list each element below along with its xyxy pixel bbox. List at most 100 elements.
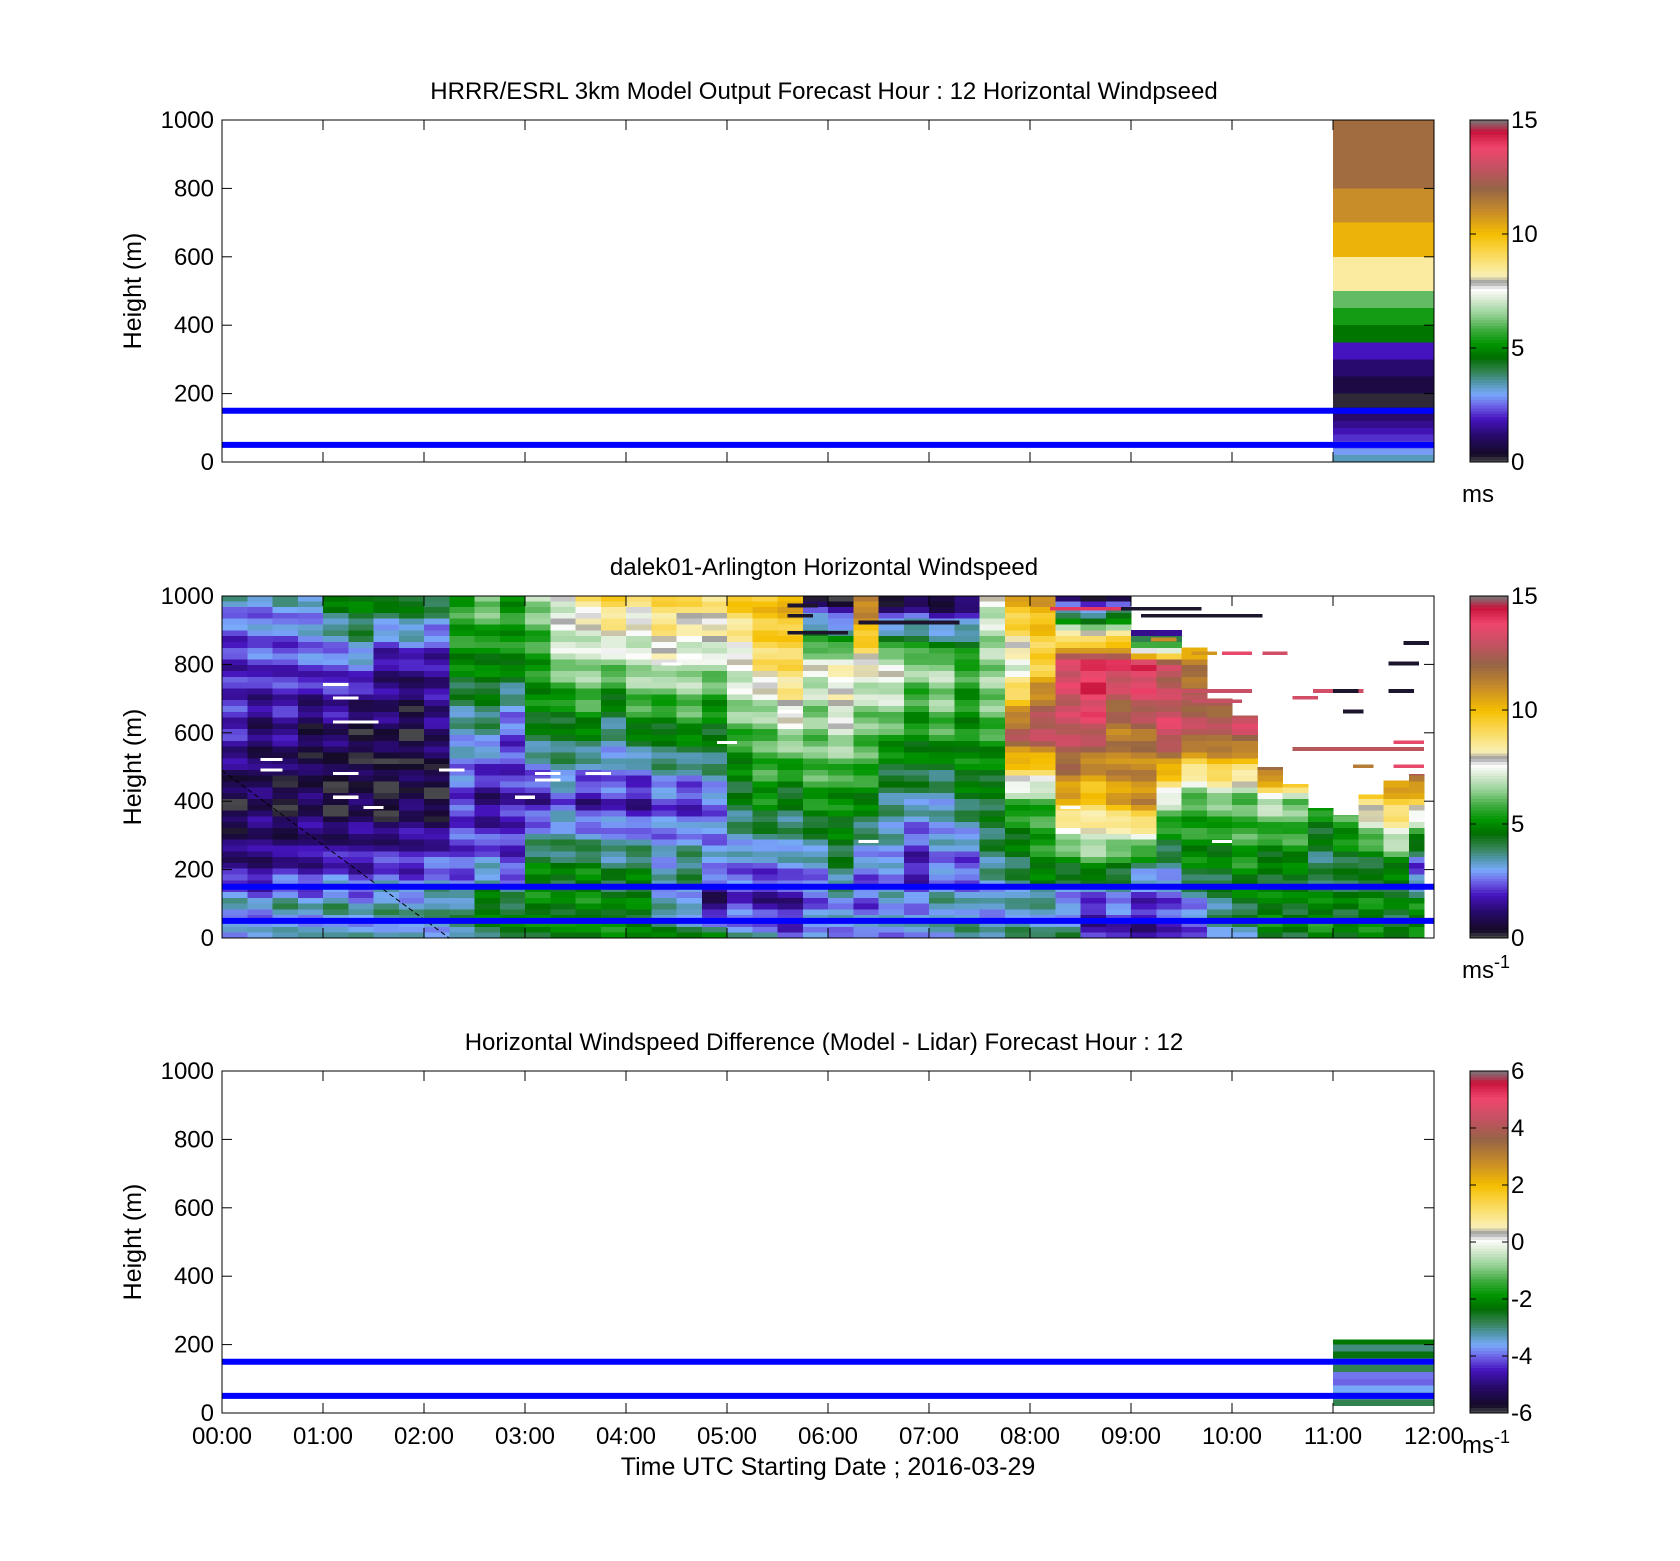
data-cell bbox=[247, 717, 273, 724]
data-cell bbox=[398, 815, 425, 823]
data-cell bbox=[398, 699, 425, 706]
data-cell bbox=[802, 862, 829, 869]
data-cell bbox=[272, 932, 299, 938]
data-cell bbox=[1333, 815, 1359, 823]
data-cell bbox=[752, 751, 778, 759]
colorbar-step bbox=[1470, 316, 1508, 321]
data-cell bbox=[348, 792, 374, 799]
colorbar-step bbox=[1470, 379, 1508, 383]
data-cell bbox=[1282, 792, 1309, 799]
model-cell bbox=[1333, 420, 1434, 428]
data-cell bbox=[701, 600, 728, 608]
data-cell bbox=[348, 862, 374, 869]
data-cell bbox=[676, 687, 703, 695]
data-cell bbox=[424, 722, 450, 730]
data-cell bbox=[499, 781, 526, 788]
data-cell bbox=[1105, 705, 1132, 712]
data-cell bbox=[398, 810, 425, 817]
data-segment bbox=[1403, 641, 1429, 645]
data-cell bbox=[1156, 734, 1182, 741]
data-cell bbox=[676, 653, 703, 660]
data-cell bbox=[878, 658, 905, 666]
colorbar-step bbox=[1470, 1273, 1508, 1277]
data-cell bbox=[449, 641, 475, 648]
data-cell bbox=[600, 804, 627, 811]
data-cell bbox=[1030, 815, 1056, 823]
data-cell bbox=[222, 676, 248, 683]
data-cell bbox=[525, 932, 551, 938]
data-cell bbox=[878, 879, 905, 887]
colorbar-step bbox=[1470, 137, 1508, 141]
data-cell bbox=[676, 647, 703, 654]
colorbar-step bbox=[1470, 781, 1508, 785]
data-cell bbox=[1055, 874, 1081, 881]
data-cell bbox=[954, 641, 980, 648]
data-cell bbox=[1408, 932, 1425, 938]
colorbar-step bbox=[1470, 430, 1508, 435]
data-cell bbox=[777, 653, 804, 660]
data-cell bbox=[1333, 850, 1359, 858]
colorbar-step bbox=[1470, 1293, 1508, 1297]
data-cell bbox=[1282, 868, 1309, 875]
data-cell bbox=[903, 792, 930, 799]
data-cell bbox=[828, 606, 854, 613]
data-cell bbox=[449, 600, 475, 608]
data-cell bbox=[1004, 856, 1031, 863]
data-cell bbox=[1055, 600, 1081, 608]
data-cell bbox=[903, 769, 930, 776]
data-cell bbox=[1307, 897, 1334, 904]
data-cell bbox=[777, 874, 804, 881]
colorbar-step bbox=[1470, 1145, 1508, 1149]
data-cell bbox=[954, 850, 980, 858]
data-cell bbox=[222, 596, 248, 602]
data-cell bbox=[853, 850, 879, 858]
data-cell bbox=[1358, 908, 1384, 916]
data-cell bbox=[651, 932, 677, 938]
colorbar-step bbox=[1470, 444, 1508, 449]
data-cell bbox=[297, 682, 324, 689]
data-cell bbox=[828, 792, 854, 799]
data-cell bbox=[297, 624, 324, 631]
data-cell bbox=[398, 641, 425, 648]
data-cell bbox=[1080, 693, 1107, 701]
data-cell bbox=[828, 839, 854, 846]
data-cell bbox=[1030, 676, 1056, 683]
data-cell bbox=[727, 844, 753, 852]
data-cell bbox=[398, 635, 425, 642]
data-cell bbox=[853, 786, 879, 794]
colorbar-step bbox=[1470, 618, 1508, 623]
data-cell bbox=[247, 687, 273, 695]
colorbar-step bbox=[1470, 1224, 1508, 1229]
missing-data bbox=[439, 768, 465, 772]
data-cell bbox=[853, 908, 879, 916]
data-cell bbox=[550, 670, 576, 677]
data-cell bbox=[550, 763, 576, 770]
colorbar-step bbox=[1470, 1227, 1508, 1232]
colorbar-step bbox=[1470, 792, 1508, 797]
colorbar-step bbox=[1470, 738, 1508, 742]
colorbar-step bbox=[1470, 1105, 1508, 1109]
colorbar-tick-label: -2 bbox=[1511, 1286, 1532, 1313]
data-cell bbox=[979, 763, 1006, 770]
data-cell bbox=[878, 781, 905, 788]
data-cell bbox=[272, 856, 299, 863]
data-cell bbox=[550, 903, 576, 910]
data-cell bbox=[499, 897, 526, 904]
data-cell bbox=[348, 699, 374, 706]
data-cell bbox=[449, 850, 475, 858]
data-cell bbox=[474, 757, 501, 765]
colorbar-step bbox=[1470, 812, 1508, 817]
data-cell bbox=[802, 734, 829, 741]
colorbar-step bbox=[1470, 1110, 1508, 1115]
data-cell bbox=[323, 699, 349, 706]
data-cell bbox=[828, 903, 854, 910]
data-cell bbox=[929, 862, 955, 869]
data-cell bbox=[1181, 850, 1208, 858]
data-cell bbox=[651, 647, 677, 654]
data-cell bbox=[777, 717, 804, 724]
data-cell bbox=[1105, 815, 1132, 823]
lidar-profile bbox=[1333, 814, 1359, 938]
data-cell bbox=[1030, 664, 1056, 672]
data-cell bbox=[878, 804, 905, 811]
colorbar-step bbox=[1470, 672, 1508, 677]
